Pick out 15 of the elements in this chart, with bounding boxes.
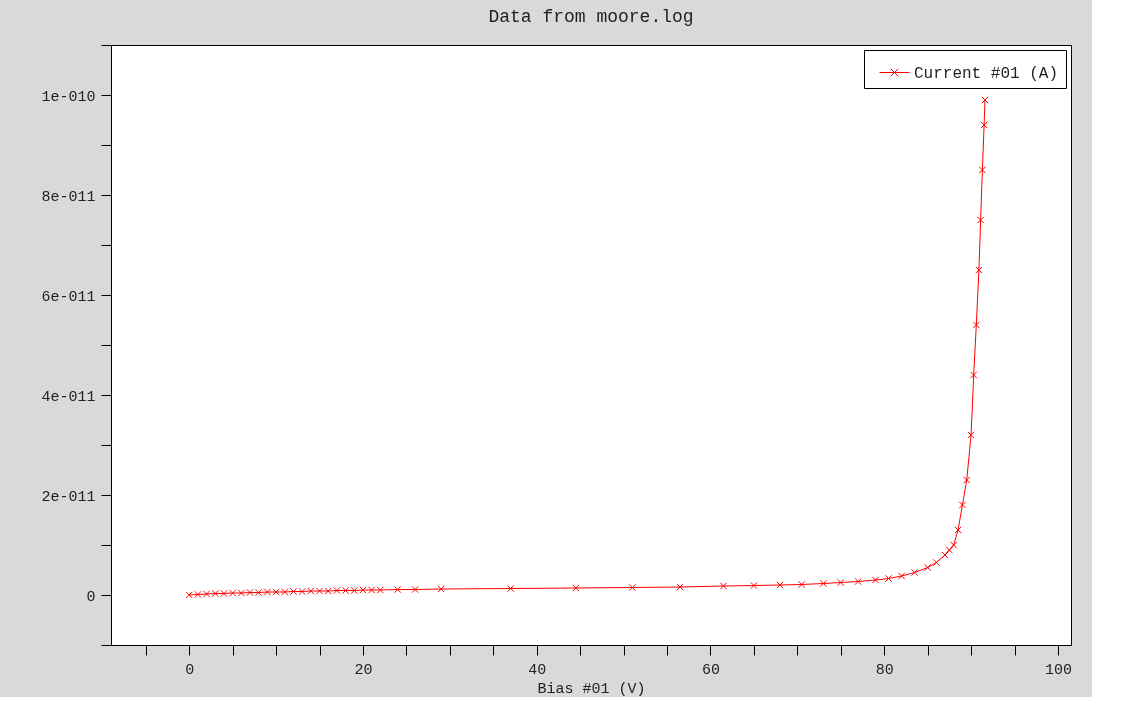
y-tick-label: 2e-011	[41, 488, 96, 506]
x-tick-label: 100	[1044, 661, 1072, 679]
y-tick-label: 8e-011	[41, 188, 96, 206]
x-tick-label: 60	[701, 661, 720, 679]
x-tick-label: 80	[875, 661, 894, 679]
y-tick-label: 0	[86, 588, 96, 606]
legend-label: Current #01 (A)	[914, 64, 1059, 83]
x-tick-label: 20	[354, 661, 373, 679]
chart-subtitle: Data from moore.log	[488, 7, 694, 27]
x-tick-label: 0	[185, 661, 195, 679]
x-axis-title: Bias #01 (V)	[537, 680, 646, 698]
x-tick-label: 40	[528, 661, 547, 679]
y-tick-label: 4e-011	[41, 388, 96, 406]
y-tick-label: 1e-010	[41, 88, 96, 106]
y-tick-label: 6e-011	[41, 288, 96, 306]
